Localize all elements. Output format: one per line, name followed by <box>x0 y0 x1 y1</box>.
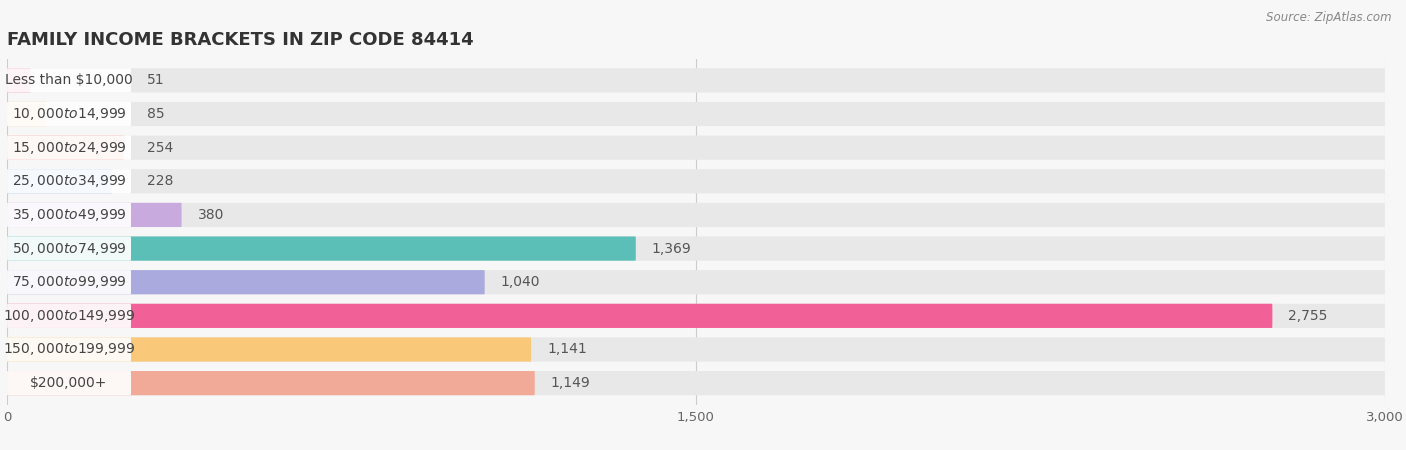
Text: 1,149: 1,149 <box>551 376 591 390</box>
Text: $15,000 to $24,999: $15,000 to $24,999 <box>11 140 127 156</box>
Text: 2,755: 2,755 <box>1288 309 1327 323</box>
FancyBboxPatch shape <box>7 68 31 93</box>
FancyBboxPatch shape <box>7 371 1385 395</box>
FancyBboxPatch shape <box>7 169 131 194</box>
FancyBboxPatch shape <box>7 270 1385 294</box>
FancyBboxPatch shape <box>7 135 124 160</box>
Text: FAMILY INCOME BRACKETS IN ZIP CODE 84414: FAMILY INCOME BRACKETS IN ZIP CODE 84414 <box>7 31 474 49</box>
Text: 85: 85 <box>148 107 165 121</box>
FancyBboxPatch shape <box>7 203 131 227</box>
Text: $200,000+: $200,000+ <box>31 376 108 390</box>
FancyBboxPatch shape <box>7 371 534 395</box>
FancyBboxPatch shape <box>7 102 46 126</box>
FancyBboxPatch shape <box>7 236 131 261</box>
Text: 228: 228 <box>148 174 173 188</box>
FancyBboxPatch shape <box>7 304 1385 328</box>
FancyBboxPatch shape <box>7 371 131 395</box>
FancyBboxPatch shape <box>7 338 131 362</box>
Text: $50,000 to $74,999: $50,000 to $74,999 <box>11 241 127 256</box>
Text: 1,040: 1,040 <box>501 275 540 289</box>
Text: Less than $10,000: Less than $10,000 <box>6 73 134 87</box>
FancyBboxPatch shape <box>7 270 485 294</box>
FancyBboxPatch shape <box>7 169 1385 194</box>
Text: 254: 254 <box>148 141 173 155</box>
Text: $25,000 to $34,999: $25,000 to $34,999 <box>11 173 127 189</box>
FancyBboxPatch shape <box>7 135 1385 160</box>
FancyBboxPatch shape <box>7 236 636 261</box>
FancyBboxPatch shape <box>7 102 131 126</box>
Text: Source: ZipAtlas.com: Source: ZipAtlas.com <box>1267 11 1392 24</box>
FancyBboxPatch shape <box>7 338 1385 362</box>
FancyBboxPatch shape <box>7 68 131 93</box>
FancyBboxPatch shape <box>7 135 131 160</box>
FancyBboxPatch shape <box>7 338 531 362</box>
FancyBboxPatch shape <box>7 236 1385 261</box>
Text: $150,000 to $199,999: $150,000 to $199,999 <box>3 342 135 357</box>
FancyBboxPatch shape <box>7 203 181 227</box>
FancyBboxPatch shape <box>7 68 1385 93</box>
FancyBboxPatch shape <box>7 169 111 194</box>
Text: $10,000 to $14,999: $10,000 to $14,999 <box>11 106 127 122</box>
FancyBboxPatch shape <box>7 102 1385 126</box>
FancyBboxPatch shape <box>7 203 1385 227</box>
Text: $100,000 to $149,999: $100,000 to $149,999 <box>3 308 135 324</box>
FancyBboxPatch shape <box>7 270 131 294</box>
Text: $75,000 to $99,999: $75,000 to $99,999 <box>11 274 127 290</box>
Text: 1,369: 1,369 <box>652 242 692 256</box>
Text: 1,141: 1,141 <box>547 342 586 356</box>
Text: 380: 380 <box>198 208 224 222</box>
FancyBboxPatch shape <box>7 304 1272 328</box>
Text: $35,000 to $49,999: $35,000 to $49,999 <box>11 207 127 223</box>
Text: 51: 51 <box>148 73 165 87</box>
FancyBboxPatch shape <box>7 304 131 328</box>
